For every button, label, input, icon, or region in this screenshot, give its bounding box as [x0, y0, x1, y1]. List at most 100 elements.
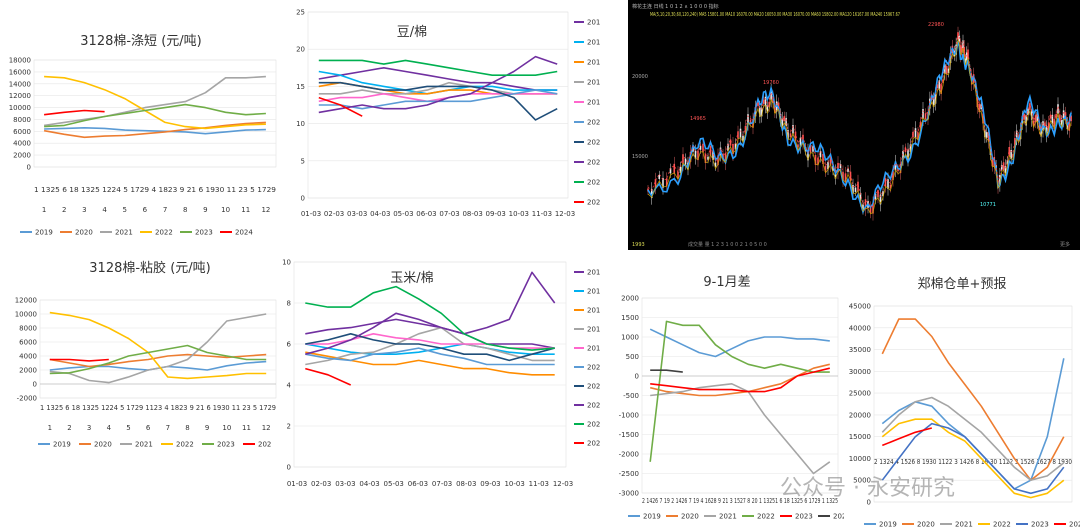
- kline-candle: [662, 178, 664, 188]
- kline-candle: [962, 40, 964, 48]
- y-tick-label: 35000: [849, 346, 871, 354]
- kline-candle: [892, 171, 894, 181]
- chart-c3-svg: -2000 0 2000 4000 6000 8000 10000 12000 3128棉-粘胶…: [15, 260, 277, 449]
- series-line-202: [49, 358, 109, 362]
- x-tick-label: 2 1324 4 1526 8 1930 1122 3 1426 8 19 30…: [874, 458, 1072, 466]
- x-month-label: 1: [48, 424, 52, 432]
- y-tick-label: 5000: [853, 477, 871, 485]
- kline-candle: [827, 162, 829, 170]
- kline-candle: [1068, 120, 1071, 131]
- chart-title: 郑棉仓单+预报: [918, 277, 1007, 292]
- kline-candle: [938, 80, 941, 90]
- chart-sep-jan-spread: -3000 -2500 -2000 -1500 -1000 -500 0 500 1000 150…: [612, 262, 852, 527]
- kline-candle: [762, 99, 765, 104]
- x-tick-label: 02-03: [324, 210, 344, 218]
- chart-title: 玉米/棉: [390, 271, 433, 286]
- series-line-2022: [318, 55, 558, 114]
- x-tick-label: 04-03: [370, 210, 390, 218]
- legend-label: 2020: [587, 119, 600, 127]
- series-line-2021: [49, 313, 267, 384]
- x-tick-label: 03-03: [335, 480, 355, 488]
- x-tick-label: 10-03: [504, 480, 524, 488]
- legend-label: 2015: [587, 269, 600, 277]
- legend-label: 2018: [587, 79, 600, 87]
- y-tick-label: -1000: [619, 412, 639, 420]
- legend-label: 2019: [35, 229, 53, 237]
- kline-candle: [704, 153, 707, 163]
- legend-label: 2023: [217, 441, 235, 449]
- x-tick-label: 08-03: [462, 210, 482, 218]
- kline-candle: [766, 105, 769, 114]
- legend-label: 2020: [75, 229, 93, 237]
- x-month-label: 8: [183, 206, 187, 214]
- y-tick-label: 0: [33, 381, 37, 389]
- kline-candle: [887, 179, 889, 189]
- series-line-2015: [318, 67, 558, 91]
- kline-background: [628, 0, 1080, 250]
- kline-candle: [714, 162, 717, 167]
- kline-candle: [749, 119, 752, 124]
- x-month-label: 5: [126, 424, 130, 432]
- x-tick-label: 09-03: [480, 480, 500, 488]
- kline-candle: [947, 68, 950, 74]
- series-line-2023: [650, 367, 830, 393]
- kline-candle: [912, 131, 914, 138]
- x-month-label: 3: [82, 206, 86, 214]
- legend-label: 2022: [176, 441, 194, 449]
- y-tick-label: -2000: [619, 451, 639, 459]
- kline-candle: [789, 133, 792, 138]
- x-tick-label: 2 1426 7 19 2 1426 7 19 4 1628 9 21 3 15…: [642, 497, 838, 505]
- kline-candle: [1045, 126, 1048, 136]
- chart-warehouse-receipts: 0 5000 10000 15000 20000 25000 30000 35000 40000…: [844, 262, 1080, 529]
- kline-candle: [677, 171, 679, 179]
- kline-annotation: 10771: [980, 202, 996, 208]
- kline-candle: [1038, 125, 1041, 131]
- kline-candle: [658, 174, 661, 179]
- y-tick-label: 0: [867, 499, 871, 507]
- kline-candle: [976, 97, 979, 108]
- kline-candle: [768, 101, 771, 108]
- x-month-label: 5: [123, 206, 127, 214]
- kline-candle: [859, 192, 862, 201]
- chart-title: 9-1月差: [703, 275, 750, 290]
- kline-candle: [777, 102, 780, 109]
- kline-candle: [919, 122, 922, 129]
- y-tick-label: 40000: [849, 324, 871, 332]
- y-tick-label: 45000: [849, 303, 871, 311]
- kline-candle: [729, 139, 732, 146]
- kline-candle: [957, 32, 959, 39]
- legend-label: 2024: [587, 440, 600, 448]
- kline-candle: [792, 125, 794, 134]
- kline-candle: [917, 132, 919, 140]
- legend-label: 2017: [587, 59, 600, 67]
- kline-candle: [1060, 119, 1063, 126]
- kline-ma-line: [647, 39, 1072, 215]
- x-month-label: 1: [42, 206, 46, 214]
- y-tick-label: 6000: [13, 128, 31, 136]
- legend-label: 2024: [587, 199, 600, 207]
- kline-candle: [1059, 114, 1061, 123]
- kline-candle: [819, 150, 822, 158]
- kline-ma-text: MA(5,10,20,30,60,120,240) MA5 15801.00 M…: [650, 12, 900, 18]
- series-line-2023: [305, 285, 555, 351]
- y-tick-label: 5: [301, 157, 305, 165]
- legend-label: 2017: [587, 307, 600, 315]
- legend-label: 2021: [115, 229, 133, 237]
- x-tick-label: 05-03: [393, 210, 413, 218]
- kline-candle: [692, 146, 694, 152]
- kline-candle: [1044, 122, 1046, 127]
- legend-label: 2023: [195, 229, 213, 237]
- kline-candle: [1057, 104, 1059, 115]
- x-month-label: 2: [67, 424, 71, 432]
- series-line-2023: [881, 422, 1065, 495]
- y-tick-label: 18000: [9, 57, 31, 65]
- kline-candle: [852, 185, 854, 194]
- y-tick-label: 0: [635, 373, 639, 381]
- legend-label: 2015: [587, 19, 600, 27]
- kline-candle: [932, 98, 935, 107]
- y-tick-label: 10000: [9, 104, 31, 112]
- kline-candle: [787, 130, 789, 140]
- series-line-2016: [305, 343, 555, 355]
- kline-candle: [999, 174, 1001, 185]
- series-line-2020: [305, 347, 555, 366]
